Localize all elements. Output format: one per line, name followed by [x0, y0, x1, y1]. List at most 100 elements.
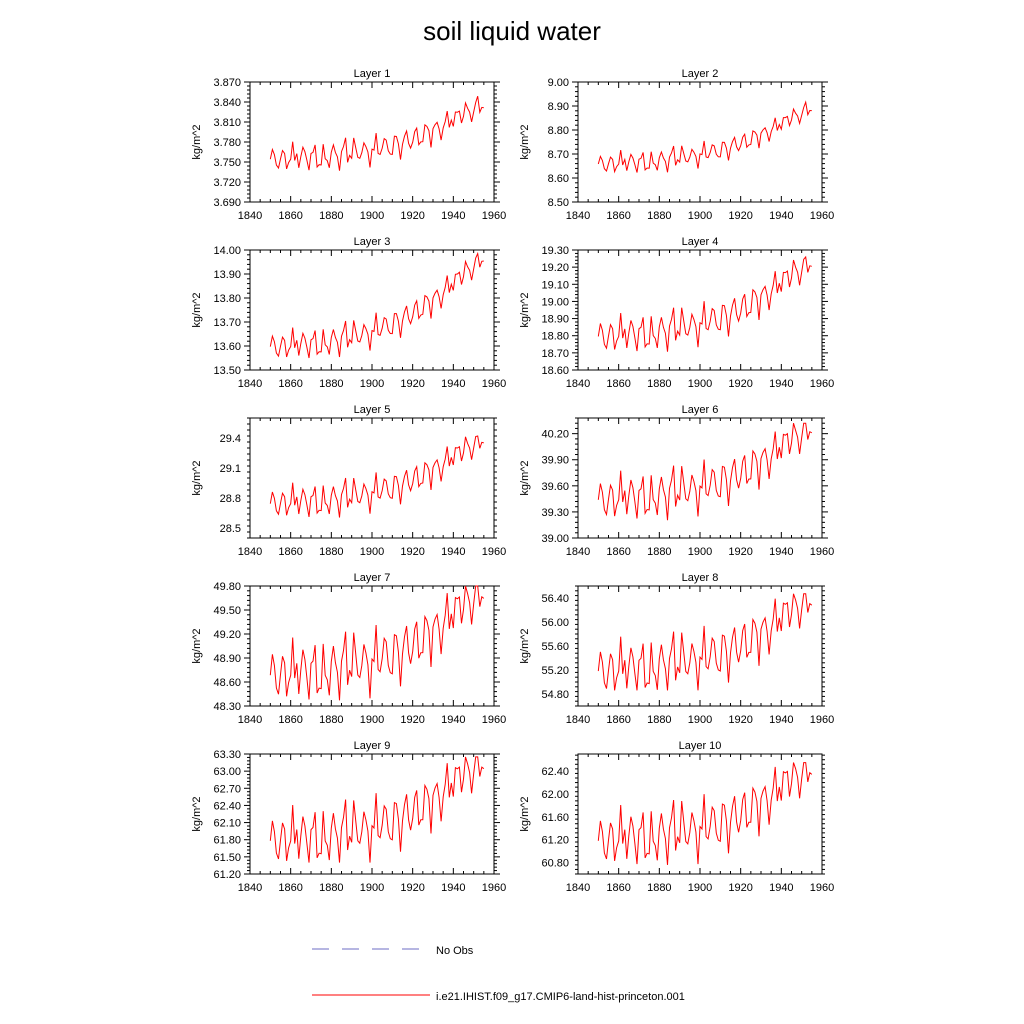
layer-6-xtick-label: 1900	[688, 546, 712, 558]
layer-9-ytick-label: 63.30	[213, 749, 241, 761]
layer-8-xtick-label: 1880	[647, 714, 671, 726]
layer-3-ytick-label: 13.70	[213, 317, 241, 329]
layer-10-xtick-label: 1960	[810, 882, 834, 894]
layer-5-ytick-label: 28.5	[220, 523, 241, 535]
layer-5-xtick-label: 1840	[238, 546, 262, 558]
layer-9-ytick-label: 62.40	[213, 800, 241, 812]
layer-2-ylabel: kg/m^2	[519, 124, 531, 159]
layer-5-xtick-label: 1880	[319, 546, 343, 558]
layer-2-ytick-label: 8.70	[548, 149, 569, 161]
layer-2-xtick-label: 1960	[810, 210, 834, 222]
layer-1-xtick-label: 1920	[400, 210, 424, 222]
layer-8-xtick-label: 1940	[769, 714, 793, 726]
layer-6-xtick-label: 1960	[810, 546, 834, 558]
layer-10-xtick-label: 1860	[606, 882, 630, 894]
layer-5-xtick-label: 1940	[441, 546, 465, 558]
layer-4-ytick-label: 19.30	[541, 245, 569, 257]
layer-7-ytick-label: 48.90	[213, 653, 241, 665]
layer-9-xtick-label: 1860	[278, 882, 302, 894]
layer-1-xtick-label: 1940	[441, 210, 465, 222]
layer-2-ytick-label: 9.00	[548, 77, 569, 89]
layer-4-ytick-label: 18.60	[541, 365, 569, 377]
layer-10-xtick-label: 1880	[647, 882, 671, 894]
layer-4-ytick-label: 18.90	[541, 314, 569, 326]
layer-4-xtick-label: 1940	[769, 378, 793, 390]
layer-4-xtick-label: 1860	[606, 378, 630, 390]
layer-7-xtick-label: 1860	[278, 714, 302, 726]
layer-10-series-line	[597, 762, 813, 865]
layer-7-ylabel: kg/m^2	[191, 628, 203, 663]
layer-4-ylabel: kg/m^2	[519, 292, 531, 327]
layer-5-xtick-label: 1960	[482, 546, 506, 558]
layer-2-ytick-label: 8.80	[548, 125, 569, 137]
layer-9-xtick-label: 1920	[400, 882, 424, 894]
layer-1-ytick-label: 3.780	[213, 137, 241, 149]
layer-10-ytick-label: 62.00	[541, 789, 569, 801]
layer-5-series-line	[269, 435, 484, 518]
layer-6-xtick-label: 1940	[769, 546, 793, 558]
layer-10-title: Layer 10	[679, 740, 722, 752]
layer-7-xtick-label: 1940	[441, 714, 465, 726]
layer-8-ytick-label: 56.40	[541, 593, 569, 605]
layer-4-ytick-label: 18.80	[541, 331, 569, 343]
layer-4-xtick-label: 1880	[647, 378, 671, 390]
layer-3-ytick-label: 13.60	[213, 341, 241, 353]
layer-4-ytick-label: 19.10	[541, 279, 569, 291]
layer-8-ytick-label: 56.00	[541, 617, 569, 629]
layer-1-ytick-label: 3.750	[213, 157, 241, 169]
layer-6-plot-frame	[577, 417, 823, 539]
layer-6-xtick-label: 1840	[566, 546, 590, 558]
layer-4-plot-frame	[577, 249, 823, 371]
layer-8-panel: Layer 8 kg/m^2 1840 1860 1880 1900 1920 1940 196…	[519, 572, 834, 726]
layer-6-ytick-label: 39.30	[541, 507, 569, 519]
layer-4-title: Layer 4	[682, 236, 719, 248]
layer-7-xtick-label: 1960	[482, 714, 506, 726]
layer-6-ytick-label: 39.00	[541, 533, 569, 545]
layer-3-ylabel: kg/m^2	[191, 292, 203, 327]
layer-5-panel: Layer 5 kg/m^2 1840 1860 1880 1900 1920 1940 196…	[191, 404, 506, 558]
layer-4-panel: Layer 4 kg/m^2 1840 1860 1880 1900 1920 1940 196…	[519, 236, 834, 390]
legend-label-no-obs: No Obs	[436, 945, 474, 957]
layer-2-xtick-label: 1900	[688, 210, 712, 222]
layer-5-ytick-label: 29.4	[220, 433, 241, 445]
layer-6-series-line	[597, 422, 813, 521]
layer-3-series-line	[269, 251, 484, 359]
layer-3-xtick-label: 1960	[482, 378, 506, 390]
layer-5-xtick-label: 1900	[360, 546, 384, 558]
layer-3-xtick-label: 1900	[360, 378, 384, 390]
layer-1-ytick-label: 3.720	[213, 177, 241, 189]
layer-6-ytick-label: 40.20	[541, 429, 569, 441]
layer-8-xtick-label: 1840	[566, 714, 590, 726]
layer-5-plot-frame	[249, 417, 495, 539]
layer-7-ytick-label: 49.80	[213, 581, 241, 593]
layer-5-xtick-label: 1860	[278, 546, 302, 558]
layer-6-xtick-label: 1880	[647, 546, 671, 558]
layer-10-panel: Layer 10 kg/m^2 1840 1860 1880 1900 1920 1940 19…	[519, 740, 834, 894]
layer-9-ytick-label: 62.70	[213, 783, 241, 795]
layer-2-plot-frame	[577, 81, 823, 203]
layer-10-ylabel: kg/m^2	[519, 796, 531, 831]
layer-5-ytick-label: 28.8	[220, 493, 241, 505]
layer-10-ytick-label: 62.40	[541, 766, 569, 778]
layer-7-xtick-label: 1900	[360, 714, 384, 726]
layer-7-panel: Layer 7 kg/m^2 1840 1860 1880 1900 1920 1940 196…	[191, 572, 506, 726]
layer-1-ytick-label: 3.870	[213, 77, 241, 89]
layer-6-ylabel: kg/m^2	[519, 460, 531, 495]
layer-1-series-line	[269, 96, 484, 171]
layer-6-panel: Layer 6 kg/m^2 1840 1860 1880 1900 1920 1940 196…	[519, 404, 834, 558]
layer-6-title: Layer 6	[682, 404, 719, 416]
layer-8-xtick-label: 1900	[688, 714, 712, 726]
layer-4-series-line	[597, 255, 812, 352]
layer-4-xtick-label: 1840	[566, 378, 590, 390]
layer-1-xtick-label: 1860	[278, 210, 302, 222]
layer-9-ylabel: kg/m^2	[191, 796, 203, 831]
layer-4-xtick-label: 1960	[810, 378, 834, 390]
layer-2-xtick-label: 1860	[606, 210, 630, 222]
layer-1-xtick-label: 1840	[238, 210, 262, 222]
layer-9-xtick-label: 1880	[319, 882, 343, 894]
layer-3-xtick-label: 1880	[319, 378, 343, 390]
layer-3-ytick-label: 14.00	[213, 245, 241, 257]
layer-9-xtick-label: 1900	[360, 882, 384, 894]
layer-10-xtick-label: 1940	[769, 882, 793, 894]
